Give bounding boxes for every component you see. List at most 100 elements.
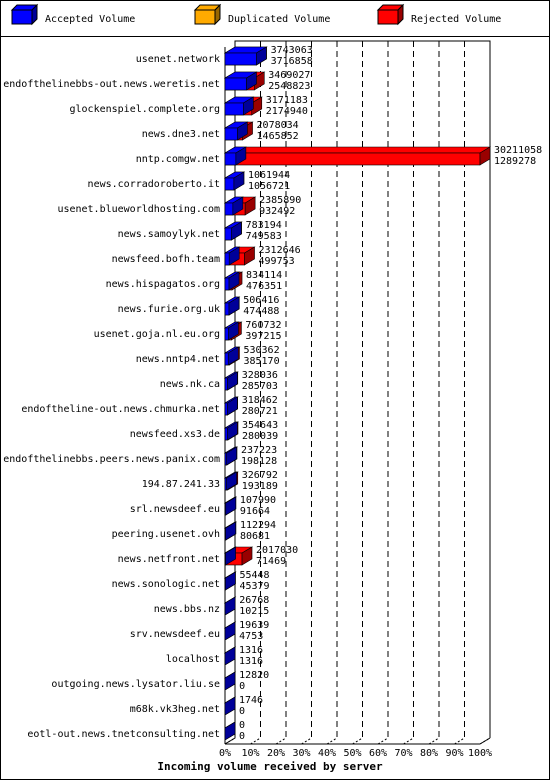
value-label: 1465852 — [257, 131, 299, 142]
y-tick-label: news.nk.ca — [160, 379, 220, 390]
bar-accepted-side — [235, 146, 247, 166]
value-label: 237223 — [241, 445, 277, 456]
x-tick-label: 30% — [292, 748, 310, 759]
bar-accepted-side — [225, 496, 237, 516]
value-label: 1316 — [239, 656, 263, 667]
value-label: 0 — [239, 720, 245, 731]
bar-accepted — [223, 296, 241, 316]
tick-mark — [250, 737, 261, 745]
bar-accepted-front — [224, 377, 228, 391]
bar-rejected-front — [224, 152, 481, 166]
bar-accepted-side — [232, 196, 244, 216]
value-label: 0 — [239, 706, 245, 717]
bar-accepted-front — [224, 77, 247, 91]
bar-accepted — [223, 421, 239, 441]
value-label: 1316 — [239, 645, 263, 656]
value-label: 3716858 — [271, 56, 313, 67]
bar-accepted-side — [226, 471, 237, 491]
bar-rejected — [223, 146, 492, 166]
y-tick-label: news.hispagatos.org — [106, 279, 220, 290]
bar-accepted-side — [243, 96, 254, 116]
bar-rejected-side — [479, 146, 491, 166]
value-label: 476351 — [246, 281, 282, 292]
value-label: 10215 — [239, 606, 269, 617]
value-label: 1746 — [239, 695, 263, 706]
tick-mark — [479, 737, 491, 745]
x-tick-label: 0% — [219, 748, 231, 759]
value-label: 1056721 — [248, 181, 290, 192]
value-label: 1289278 — [494, 156, 536, 167]
bar-accepted-side — [224, 621, 236, 641]
x-tick-label: 40% — [318, 748, 336, 759]
value-label: 760732 — [245, 320, 281, 331]
x-tick-label: 70% — [394, 748, 412, 759]
tick-mark — [326, 737, 338, 745]
legend-label: Rejected Volume — [411, 14, 501, 25]
value-label: 55448 — [239, 570, 269, 581]
value-label: 1061944 — [248, 170, 290, 181]
y-tick-label: srv.newsdeef.eu — [130, 629, 220, 640]
y-tick-label: localhost — [166, 654, 220, 665]
bar-accepted-front — [224, 127, 238, 141]
value-label: 0 — [239, 681, 245, 692]
value-label: 932492 — [259, 206, 295, 217]
legend-swatch-side — [397, 3, 404, 26]
x-tick-label: 100% — [468, 748, 492, 759]
value-label: 4753 — [239, 631, 263, 642]
bar-accepted-front — [224, 227, 232, 241]
y-tick-label: news.samoylyk.net — [118, 229, 220, 240]
bar-accepted — [223, 596, 237, 616]
value-label: 280039 — [242, 431, 278, 442]
bar-rejected-side — [244, 246, 255, 266]
value-label: 45379 — [239, 581, 269, 592]
bar-accepted-side — [227, 421, 238, 441]
bar-accepted-side — [231, 221, 242, 241]
value-label: 3469027 — [268, 70, 310, 81]
bar-rejected-top — [223, 146, 492, 154]
bar-accepted — [223, 396, 239, 416]
bar-accepted-side — [227, 346, 239, 366]
bar-accepted-side — [224, 646, 236, 666]
bar-accepted-side — [228, 271, 240, 291]
bar-accepted — [223, 171, 246, 191]
bar-accepted-front — [224, 327, 229, 341]
value-label: 397215 — [245, 331, 281, 342]
value-label: 2174940 — [266, 106, 308, 117]
bar-accepted — [223, 196, 244, 216]
bar-accepted — [223, 221, 243, 241]
bar-accepted-side — [233, 171, 245, 191]
y-tick-label: usenet.blueworldhosting.com — [57, 204, 220, 215]
value-label: 193189 — [242, 481, 278, 492]
y-tick-label: newsfeed.bofh.team — [112, 254, 220, 265]
chart-title: Incoming volume received by server — [157, 760, 383, 773]
legend-swatch — [377, 9, 399, 25]
bar-accepted — [223, 546, 237, 566]
legend-swatch-side — [31, 3, 38, 26]
value-label: 530362 — [243, 345, 279, 356]
value-label: 834114 — [246, 270, 282, 281]
bar-accepted-side — [225, 546, 236, 566]
y-tick-label: news.dne3.net — [142, 129, 220, 140]
value-label: 26768 — [239, 595, 269, 606]
value-label: 2312646 — [259, 245, 301, 256]
bar-accepted — [223, 446, 238, 466]
y-tick-label: usenet.network — [136, 54, 220, 65]
bar-accepted — [223, 271, 241, 291]
value-label: 326792 — [242, 470, 278, 481]
bar-accepted — [224, 671, 236, 691]
bar-accepted-side — [227, 371, 238, 391]
bar-accepted-side — [228, 296, 240, 316]
y-tick-label: endofthelinebbs.peers.news.panix.com — [3, 454, 220, 465]
value-label: 318462 — [242, 395, 278, 406]
y-tick-label: news.corradoroberto.it — [88, 179, 220, 190]
bar-accepted-front — [224, 202, 234, 216]
bar-accepted-front — [224, 52, 257, 66]
bar-accepted — [223, 96, 255, 116]
value-label: 107990 — [240, 495, 276, 506]
x-tick-label: 60% — [369, 748, 387, 759]
tick-mark — [403, 737, 414, 745]
y-tick-label: glockenspiel.complete.org — [69, 104, 220, 115]
bar-accepted-side — [225, 521, 236, 541]
